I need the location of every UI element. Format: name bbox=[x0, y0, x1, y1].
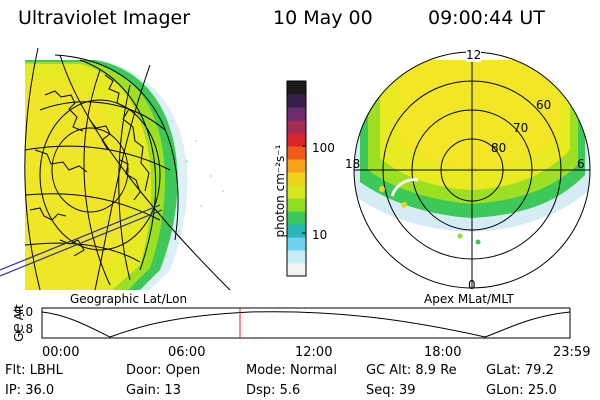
timeline-ytick-9: 9.0 bbox=[14, 305, 34, 319]
colorbar-unit-label: photon cm⁻²s⁻¹ bbox=[273, 144, 287, 238]
timeline-ytick-1-8: 1.8 bbox=[14, 322, 34, 336]
info-glon: GLon: 25.0 bbox=[486, 383, 557, 398]
colorbar-band bbox=[287, 107, 306, 121]
timeline-xtick-1200: 12:00 bbox=[295, 345, 333, 360]
mlt-label-12: 12 bbox=[466, 48, 482, 62]
info-ip: IP: 36.0 bbox=[5, 383, 55, 398]
colorbar-band bbox=[287, 237, 306, 251]
colorbar-band bbox=[287, 263, 306, 277]
date-label: 10 May 00 bbox=[273, 7, 373, 29]
colorbar-band bbox=[287, 172, 306, 186]
geographic-panel-label: Geographic Lat/Lon bbox=[70, 292, 188, 306]
time-label: 09:00:44 UT bbox=[428, 7, 545, 29]
colorbar-band bbox=[287, 159, 306, 173]
timeline-xtick-1800: 18:00 bbox=[424, 345, 462, 360]
colorbar-band bbox=[287, 198, 306, 212]
info-gain: Gain: 13 bbox=[126, 383, 181, 398]
colorbar-band bbox=[287, 133, 306, 147]
info-dsp: Dsp: 5.6 bbox=[246, 383, 301, 398]
colorbar-band bbox=[287, 94, 306, 108]
mlt-label-6: 6 bbox=[577, 157, 585, 171]
mlat-label-70: 70 bbox=[513, 121, 529, 135]
apex-panel-label: Apex MLat/MLT bbox=[424, 292, 514, 306]
info-door: Door: Open bbox=[126, 363, 201, 378]
mlat-label-60: 60 bbox=[536, 98, 552, 112]
instrument-title: Ultraviolet Imager bbox=[18, 7, 191, 29]
timeline-xtick-2359: 23:59 bbox=[553, 345, 591, 360]
colorbar-band bbox=[287, 185, 306, 199]
mlat-label-80: 80 bbox=[491, 141, 507, 155]
timeline-xtick-0600: 06:00 bbox=[168, 345, 206, 360]
colorbar-band bbox=[287, 146, 306, 160]
colorbar-band bbox=[287, 250, 306, 264]
info-filter: Flt: LBHL bbox=[5, 363, 63, 378]
colorbar-band bbox=[287, 120, 306, 134]
colorbar-band bbox=[287, 211, 306, 225]
info-glat: GLat: 79.2 bbox=[486, 363, 554, 378]
timeline-xtick-0000: 00:00 bbox=[42, 345, 80, 360]
info-gc-alt: GC Alt: 8.9 Re bbox=[366, 363, 457, 378]
info-seq: Seq: 39 bbox=[366, 383, 416, 398]
mlt-label-18: 18 bbox=[345, 157, 361, 171]
colorbar-band bbox=[287, 224, 306, 238]
mlt-label-0: 0 bbox=[468, 278, 476, 292]
info-mode: Mode: Normal bbox=[246, 363, 337, 378]
colorbar-band bbox=[287, 81, 306, 95]
colorbar-tick-100: 100 bbox=[312, 141, 335, 155]
colorbar-tick-10: 10 bbox=[312, 228, 328, 242]
